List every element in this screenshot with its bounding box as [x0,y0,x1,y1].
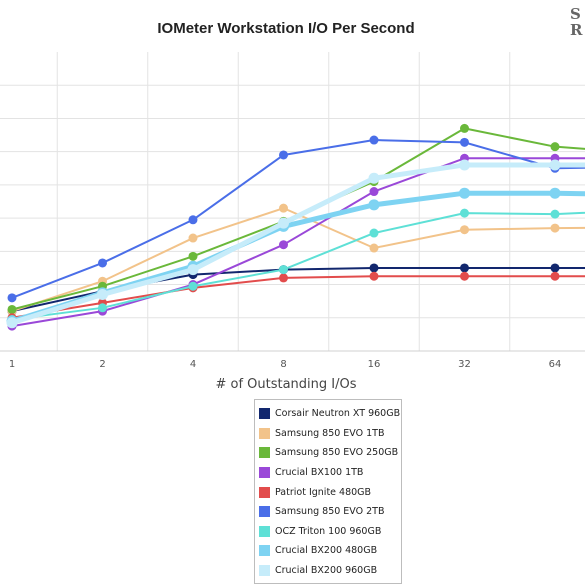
legend-item: Samsung 850 EVO 250GB [255,443,401,463]
legend-swatch [259,408,270,420]
legend-item: Samsung 850 EVO 1TB [255,424,401,444]
legend-label: Samsung 850 EVO 1TB [275,427,385,439]
legend-label: Corsair Neutron XT 960GB [275,408,401,420]
data-point [459,159,470,171]
data-point [369,187,379,197]
legend-item: Crucial BX200 960GB [255,561,401,581]
x-tick-label: 4 [190,359,196,370]
data-point [550,271,560,281]
data-point [549,159,561,171]
series-0 [7,263,585,316]
legend-swatch [259,447,270,459]
data-point [369,228,379,238]
x-axis-label: # of Outstanding I/Os [215,377,356,392]
x-tick-label: 64 [549,359,562,370]
series-8 [6,159,585,329]
chart-title: IOMeter Workstation I/O Per Second [157,20,414,37]
data-point [188,281,198,291]
legend-label: Samsung 850 EVO 2TB [275,506,385,518]
data-point [279,203,288,213]
data-point [460,123,469,133]
data-point [6,317,18,329]
data-point [550,223,560,233]
data-point [368,199,380,211]
data-point [7,304,17,314]
series-line [9,162,585,326]
series-line [11,275,585,319]
data-point [460,271,469,281]
legend-swatch [259,486,270,498]
series-line [11,266,585,313]
data-point [460,263,469,273]
legend-swatch [259,565,270,577]
legend: Corsair Neutron XT 960GB Samsung 850 EVO … [254,399,402,585]
site-logo: S R [570,6,585,42]
data-point [550,209,560,219]
series-line [11,211,585,321]
data-point [369,135,379,145]
logo-line-2: R [570,21,584,39]
data-point [368,172,380,184]
logo-line-1: S [570,5,582,23]
data-point [188,251,198,261]
data-point [369,243,379,253]
data-point [279,150,288,160]
x-tick-label: 1 [9,359,15,370]
series-group [6,123,585,331]
data-point [460,208,469,218]
series-line [9,190,585,324]
legend-item: OCZ Triton 100 960GB [255,522,401,542]
data-point [369,263,379,273]
data-point [550,142,560,152]
legend-item: Patriot Ignite 480GB [255,482,401,502]
x-tick-label: 2 [99,359,105,370]
data-point [279,273,288,283]
data-point [459,187,470,199]
data-point [278,217,289,229]
legend-item: Crucial BX200 480GB [255,541,401,561]
legend-swatch [259,506,270,518]
series-line [11,157,585,328]
x-tick-label: 32 [458,359,471,370]
data-point [98,303,107,313]
legend-swatch [259,545,270,557]
legend-label: Crucial BX200 480GB [275,545,378,557]
series-line [11,207,585,313]
legend-swatch [259,525,270,537]
x-tick-labels: 1 2 4 8 16 32 64 [9,359,562,370]
data-point [98,258,107,268]
data-point [550,263,560,273]
x-tick-label: 8 [280,359,286,370]
data-point [279,265,288,275]
legend-swatch [259,467,270,479]
data-point [549,187,561,199]
data-point [279,240,288,250]
legend-item: Samsung 850 EVO 2TB [255,502,401,522]
data-point [188,215,198,225]
data-point [188,233,198,243]
data-point [460,225,469,235]
data-point [7,293,17,303]
legend-label: OCZ Triton 100 960GB [275,525,382,537]
legend-item: Crucial BX100 1TB [255,463,401,483]
data-point [460,137,469,147]
legend-label: Patriot Ignite 480GB [275,486,372,498]
data-point [369,271,379,281]
x-tick-label: 16 [368,359,381,370]
series-7 [6,187,585,327]
legend-swatch [259,427,270,439]
legend-label: Crucial BX200 960GB [275,565,378,577]
data-point [97,289,108,301]
legend-label: Crucial BX100 1TB [275,467,364,479]
data-point [187,264,199,276]
legend-item: Corsair Neutron XT 960GB [255,404,401,424]
legend-label: Samsung 850 EVO 250GB [275,447,399,459]
